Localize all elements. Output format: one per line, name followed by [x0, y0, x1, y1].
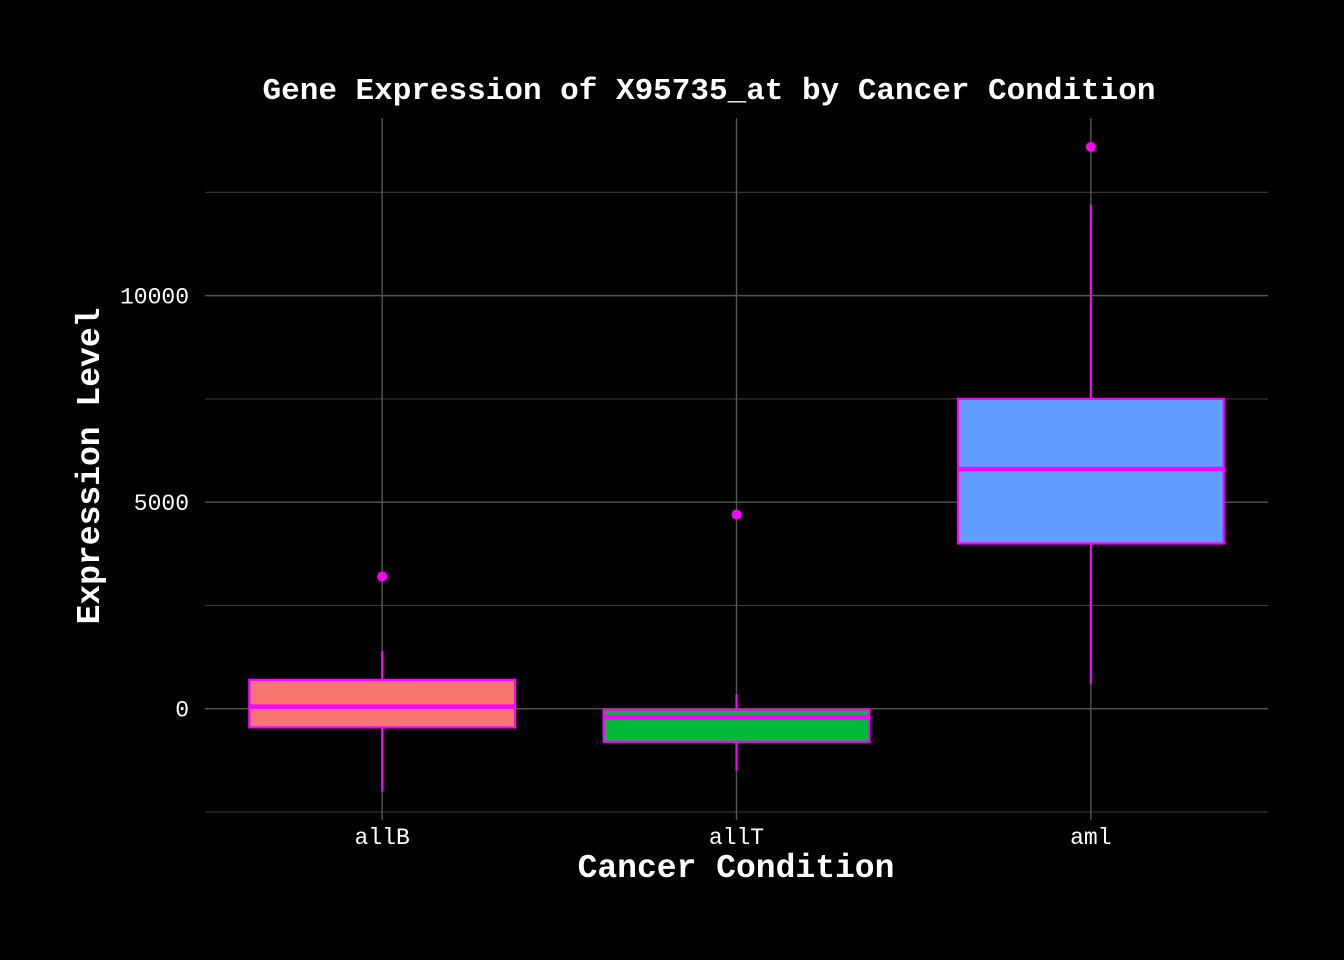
- x-tick-label: allT: [709, 825, 764, 851]
- x-axis-title: Cancer Condition: [578, 850, 895, 887]
- y-axis-title: Expression Level: [72, 308, 109, 625]
- box-layer: [248, 141, 1225, 792]
- outlier-point: [377, 571, 388, 582]
- iqr-box: [602, 708, 871, 743]
- y-tick-label: 0: [175, 698, 189, 724]
- x-tick-label: allB: [355, 825, 410, 851]
- box-aml: [956, 141, 1225, 684]
- outlier-point: [1085, 141, 1096, 152]
- iqr-box: [248, 678, 517, 729]
- box-allT: [602, 509, 871, 771]
- y-tick-label: 10000: [120, 285, 189, 311]
- outlier-point: [731, 509, 742, 520]
- chart-title: Gene Expression of X95735_at by Cancer C…: [263, 74, 1156, 109]
- tick-layer: 0 5000 10000 allB allT aml: [120, 285, 1112, 851]
- x-tick-label: aml: [1070, 825, 1111, 851]
- y-tick-label: 5000: [134, 491, 189, 517]
- box-allB: [248, 571, 517, 792]
